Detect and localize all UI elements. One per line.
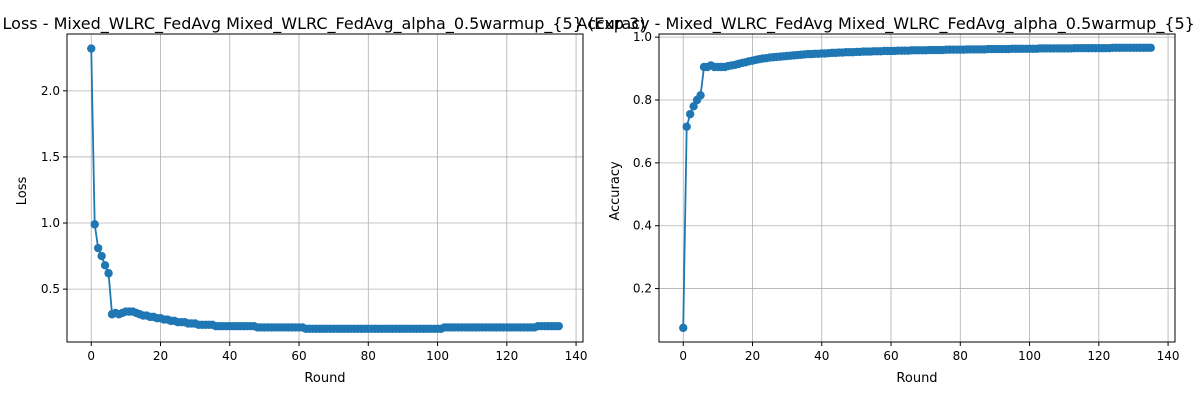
loss-x-ticks: 0 20 40 60 80 100 120 140 xyxy=(87,342,588,363)
loss-y-ticks: 0.5 1.0 1.5 2.0 xyxy=(41,84,67,296)
accuracy-chart-title: Accuracy - Mixed_WLRC_FedAvg Mixed_WLRC_… xyxy=(577,14,1200,34)
loss-data-point xyxy=(554,321,563,331)
loss-chart: Loss - Mixed_WLRC_FedAvg Mixed_WLRC_FedA… xyxy=(3,14,646,386)
accuracy-x-tick-label: 0 xyxy=(679,349,687,363)
accuracy-data-point xyxy=(1146,43,1155,53)
loss-data-point xyxy=(104,269,113,278)
loss-x-tick-label: 40 xyxy=(222,349,237,363)
loss-x-tick-label: 100 xyxy=(426,349,449,363)
accuracy-axes-frame xyxy=(658,33,1176,343)
loss-axes-frame xyxy=(66,33,584,343)
accuracy-x-axis-label: Round xyxy=(896,371,937,386)
accuracy-x-tick-label: 60 xyxy=(883,349,898,363)
loss-x-tick-label: 140 xyxy=(565,349,588,363)
accuracy-data-point xyxy=(679,323,688,333)
loss-data-point xyxy=(90,220,99,229)
loss-chart-title: Loss - Mixed_WLRC_FedAvg Mixed_WLRC_FedA… xyxy=(3,14,646,34)
accuracy-y-tick-label: 0.8 xyxy=(633,93,652,107)
loss-x-tick-label: 0 xyxy=(87,349,95,363)
loss-data-point xyxy=(97,251,106,261)
loss-data-point xyxy=(87,44,96,53)
accuracy-y-tick-label: 0.2 xyxy=(633,282,652,296)
accuracy-x-ticks: 0 20 40 60 80 100 120 140 xyxy=(679,342,1180,363)
loss-grid xyxy=(67,34,583,342)
accuracy-x-tick-label: 40 xyxy=(814,349,829,363)
accuracy-grid xyxy=(659,34,1175,342)
loss-data-point xyxy=(100,261,110,270)
loss-data-point xyxy=(93,243,103,253)
accuracy-x-tick-label: 100 xyxy=(1018,349,1041,363)
accuracy-x-tick-label: 140 xyxy=(1157,349,1180,363)
accuracy-data-point xyxy=(682,122,691,131)
loss-x-tick-label: 60 xyxy=(291,349,306,363)
accuracy-series-line xyxy=(682,46,1151,328)
loss-plot-area xyxy=(87,44,563,333)
loss-y-tick-label: 2.0 xyxy=(41,84,60,98)
accuracy-data-point xyxy=(696,91,705,100)
loss-x-axis-label: Round xyxy=(304,371,345,386)
accuracy-chart: Accuracy - Mixed_WLRC_FedAvg Mixed_WLRC_… xyxy=(577,14,1200,386)
accuracy-data-point xyxy=(685,109,695,119)
accuracy-x-tick-label: 120 xyxy=(1087,349,1110,363)
accuracy-data-point xyxy=(689,102,698,111)
accuracy-plot-area xyxy=(679,43,1155,333)
loss-x-tick-label: 120 xyxy=(495,349,518,363)
accuracy-x-tick-label: 20 xyxy=(745,349,760,363)
accuracy-y-tick-label: 0.6 xyxy=(633,156,652,170)
accuracy-y-ticks: 0.2 0.4 0.6 0.8 1.0 xyxy=(633,30,659,296)
loss-y-tick-label: 1.0 xyxy=(41,216,60,230)
loss-y-axis-label: Loss xyxy=(15,177,30,206)
accuracy-y-tick-label: 1.0 xyxy=(633,30,652,44)
loss-x-tick-label: 20 xyxy=(153,349,168,363)
accuracy-x-tick-label: 80 xyxy=(953,349,968,363)
loss-x-tick-label: 80 xyxy=(361,349,376,363)
loss-y-tick-label: 1.5 xyxy=(41,150,60,164)
accuracy-y-axis-label: Accuracy xyxy=(608,161,623,221)
loss-y-tick-label: 0.5 xyxy=(41,282,60,296)
accuracy-y-tick-label: 0.4 xyxy=(633,219,652,233)
